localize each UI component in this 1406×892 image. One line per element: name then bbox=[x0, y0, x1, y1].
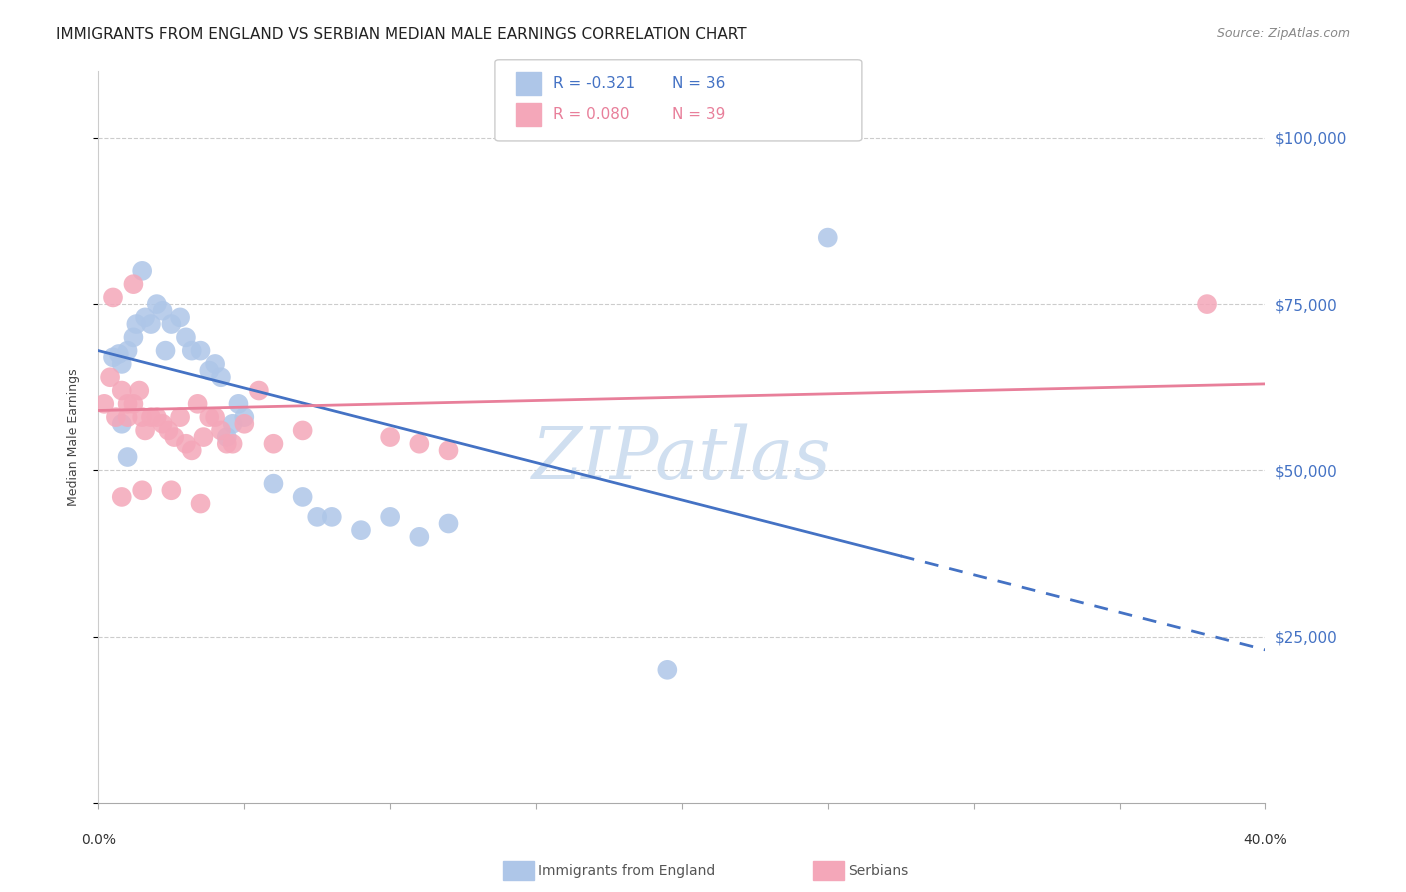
Text: 40.0%: 40.0% bbox=[1243, 833, 1288, 847]
Point bbox=[134, 310, 156, 325]
Text: Source: ZipAtlas.com: Source: ZipAtlas.com bbox=[1216, 27, 1350, 40]
Point bbox=[131, 410, 153, 425]
Point bbox=[221, 436, 243, 450]
Point bbox=[98, 370, 121, 384]
Point bbox=[117, 397, 139, 411]
Point bbox=[101, 290, 124, 304]
Point bbox=[108, 347, 131, 361]
Point bbox=[657, 663, 679, 677]
Point bbox=[122, 397, 145, 411]
Point bbox=[209, 424, 232, 438]
Point bbox=[111, 357, 134, 371]
Point bbox=[408, 436, 430, 450]
Point bbox=[350, 523, 373, 537]
Point bbox=[215, 430, 238, 444]
Point bbox=[139, 317, 162, 331]
Point bbox=[204, 357, 226, 371]
Text: ZIPatlas: ZIPatlas bbox=[531, 424, 832, 494]
Point bbox=[291, 424, 314, 438]
Point bbox=[437, 516, 460, 531]
Point bbox=[307, 509, 329, 524]
Text: 0.0%: 0.0% bbox=[82, 833, 115, 847]
Point bbox=[233, 417, 256, 431]
Point bbox=[160, 317, 183, 331]
Point bbox=[122, 277, 145, 292]
Point bbox=[169, 310, 191, 325]
Point bbox=[117, 343, 139, 358]
Point bbox=[146, 297, 169, 311]
Point bbox=[174, 436, 197, 450]
Point bbox=[160, 483, 183, 498]
Point bbox=[131, 483, 153, 498]
Point bbox=[209, 370, 232, 384]
Point bbox=[437, 443, 460, 458]
Point bbox=[152, 303, 174, 318]
Text: Serbians: Serbians bbox=[848, 863, 908, 878]
Text: Immigrants from England: Immigrants from England bbox=[538, 863, 716, 878]
Point bbox=[104, 410, 127, 425]
Point bbox=[131, 264, 153, 278]
Point bbox=[146, 410, 169, 425]
Point bbox=[380, 430, 402, 444]
Point bbox=[193, 430, 215, 444]
Point bbox=[180, 343, 202, 358]
Point bbox=[228, 397, 250, 411]
Point bbox=[117, 410, 139, 425]
Text: R = -0.321: R = -0.321 bbox=[553, 77, 634, 91]
Point bbox=[817, 230, 839, 244]
Point bbox=[291, 490, 314, 504]
Point bbox=[190, 497, 212, 511]
Point bbox=[139, 410, 162, 425]
Point bbox=[204, 410, 226, 425]
Point bbox=[93, 397, 115, 411]
Point bbox=[125, 317, 148, 331]
Point bbox=[198, 410, 221, 425]
Point bbox=[101, 351, 124, 365]
Point bbox=[233, 410, 256, 425]
Point bbox=[157, 424, 180, 438]
Text: R = 0.080: R = 0.080 bbox=[553, 107, 628, 121]
Point bbox=[174, 330, 197, 344]
Point bbox=[134, 424, 156, 438]
Point bbox=[122, 330, 145, 344]
Point bbox=[111, 384, 134, 398]
Y-axis label: Median Male Earnings: Median Male Earnings bbox=[67, 368, 80, 506]
Text: IMMIGRANTS FROM ENGLAND VS SERBIAN MEDIAN MALE EARNINGS CORRELATION CHART: IMMIGRANTS FROM ENGLAND VS SERBIAN MEDIA… bbox=[56, 27, 747, 42]
Point bbox=[221, 417, 243, 431]
Point bbox=[247, 384, 270, 398]
Point bbox=[180, 443, 202, 458]
Point bbox=[152, 417, 174, 431]
Point bbox=[155, 343, 177, 358]
Point bbox=[262, 476, 284, 491]
Point bbox=[117, 450, 139, 464]
Point bbox=[1195, 297, 1218, 311]
Point bbox=[163, 430, 186, 444]
Point bbox=[128, 384, 150, 398]
Point bbox=[111, 490, 134, 504]
Point bbox=[190, 343, 212, 358]
Point bbox=[380, 509, 402, 524]
Point bbox=[408, 530, 430, 544]
Text: N = 36: N = 36 bbox=[672, 77, 725, 91]
Point bbox=[111, 417, 134, 431]
Text: N = 39: N = 39 bbox=[672, 107, 725, 121]
Point bbox=[215, 436, 238, 450]
Point bbox=[169, 410, 191, 425]
Point bbox=[187, 397, 209, 411]
Point bbox=[321, 509, 343, 524]
Point bbox=[198, 363, 221, 377]
Point bbox=[262, 436, 284, 450]
